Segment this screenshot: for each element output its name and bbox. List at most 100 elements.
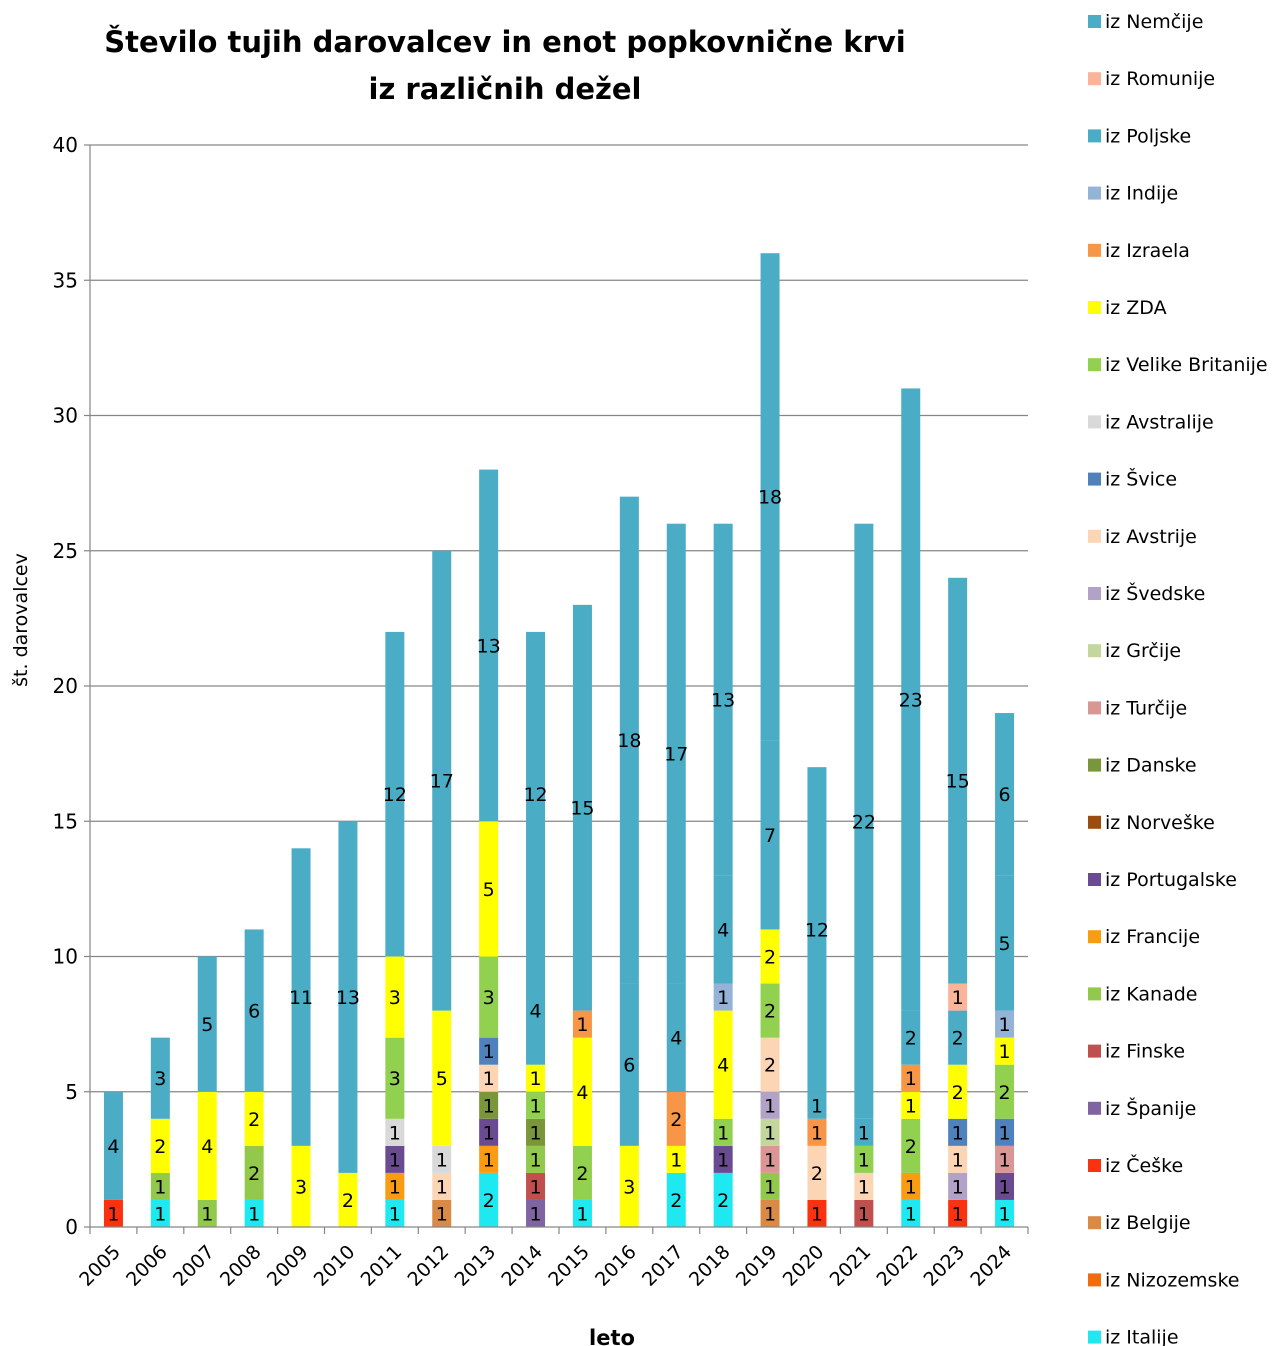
bar-segment [479,469,499,822]
legend-label: iz Danske [1105,755,1197,777]
data-label: 1 [436,1149,448,1171]
bar-segment [995,1172,1015,1200]
legend-label: iz Nizozemske [1105,1269,1239,1291]
bar-segment [666,1091,686,1146]
legend-item: iz Švedske [1088,581,1205,605]
legend-item: iz Danske [1088,755,1197,777]
legend-swatch [1088,1159,1101,1172]
data-label: 2 [154,1136,166,1158]
bar-segment [854,1199,874,1227]
legend-label: iz Kanade [1105,983,1198,1005]
x-tick-label: 2021 [826,1241,876,1291]
legend-item: iz Portugalske [1088,869,1237,891]
data-label: 13 [336,987,360,1009]
bar-segment [948,1199,968,1227]
data-label: 1 [154,1203,166,1225]
data-label: 3 [389,987,401,1009]
data-label: 2 [999,1082,1011,1104]
bar-segment [807,1145,827,1200]
chart-title-line-2: iz različnih dežel [369,72,642,106]
legend-swatch [1088,358,1101,372]
bar-segment [995,1199,1015,1227]
y-tick-label: 15 [53,809,78,833]
bar-segment [713,1118,733,1146]
data-label: 1 [952,1176,964,1198]
data-label: 5 [201,1014,213,1036]
legend-item: iz Švice [1088,467,1177,491]
data-label: 3 [154,1068,166,1090]
data-label: 2 [764,947,776,969]
bar-segment [995,1010,1015,1038]
data-label: 3 [295,1176,307,1198]
bar-segment [526,1064,546,1092]
bar-stack-2018: 2 1 1 4 1 4 13 [711,523,735,1227]
legend-item: iz ZDA [1088,297,1167,319]
bar-segment [432,1199,452,1227]
bar-segment [619,983,639,1146]
data-label: 1 [764,1122,776,1144]
bar-segment [338,821,358,1173]
bar-segment [901,1199,921,1227]
data-label: 1 [764,1095,776,1117]
data-label: 2 [764,1055,776,1077]
x-tick-label: 2024 [966,1241,1016,1291]
data-label: 4 [717,1055,729,1077]
data-label: 1 [952,1203,964,1225]
data-label: 17 [664,744,688,766]
legend-swatch [1088,243,1101,257]
bar-segment [291,848,311,1146]
bar-segment [526,956,546,1065]
data-label: 1 [905,1176,917,1198]
bar-segment [150,1172,170,1200]
x-tick-label: 2023 [919,1241,969,1291]
x-tick-label: 2018 [685,1241,735,1291]
bar-stack-2021: 1 1 1 1 22 [852,523,876,1227]
y-tick-label: 30 [53,404,78,428]
bar-segment [666,1145,686,1173]
bar-segment [572,604,592,1011]
bar-stack-2011: 1 1 1 1 3 3 12 [383,631,407,1227]
bar-segment [713,523,733,876]
data-label: 1 [107,1203,119,1225]
data-label: 1 [999,1203,1011,1225]
data-label: 1 [764,1149,776,1171]
bar-segment [479,1091,499,1119]
bar-segment [479,1064,499,1092]
y-axis-label: št. darovalcev [10,553,32,687]
legend-swatch [1088,472,1101,486]
data-label: 1 [999,1122,1011,1144]
data-label: 1 [483,1041,495,1063]
bar-segment [760,1118,780,1146]
y-tick-label: 5 [65,1080,78,1104]
bar-segment [385,1145,405,1173]
bar-segment [385,631,405,957]
data-label: 1 [811,1095,823,1117]
bar-stack-2010: 2 13 [336,821,360,1227]
bar-segment [572,1199,592,1227]
bar-segment [760,740,780,930]
bar-segment [995,1118,1015,1146]
bar-segment [713,1172,733,1227]
data-label: 4 [670,1028,682,1050]
data-label: 3 [623,1176,635,1198]
data-label: 1 [483,1122,495,1144]
bar-segment [526,1199,546,1227]
bar-segment [244,1199,264,1227]
legend-item: iz Belgije [1088,1212,1191,1234]
data-label: 4 [201,1136,213,1158]
legend-item: iz Avstrije [1088,526,1197,548]
bar-segment [385,1118,405,1146]
data-label: 1 [717,1122,729,1144]
x-tick-label: 2017 [638,1241,688,1291]
bar-segment [150,1199,170,1227]
legend-label: iz Francije [1105,926,1200,948]
bar-segment [385,1037,405,1119]
legend-label: iz Finske [1105,1041,1185,1063]
data-label: 13 [477,635,501,657]
legend-swatch [1088,644,1101,658]
legend-swatch [1088,987,1101,1001]
bar-segment [901,1010,921,1065]
data-label: 1 [952,1149,964,1171]
